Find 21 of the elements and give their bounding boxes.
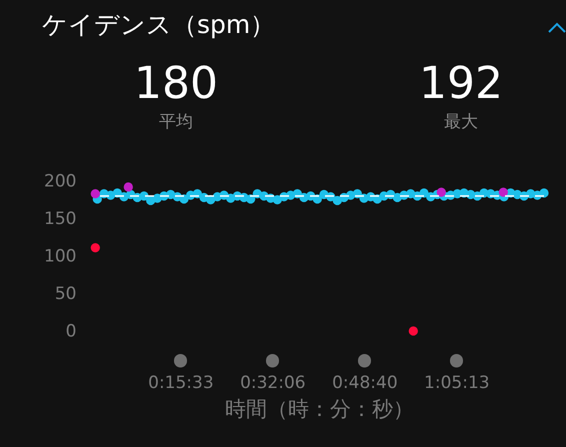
y-tick-label: 150	[44, 209, 76, 229]
point	[90, 189, 100, 198]
point	[124, 182, 133, 192]
x-tick-label: 0:32:06	[240, 373, 306, 393]
x-tick-label: 0:48:40	[332, 373, 398, 393]
point	[498, 188, 508, 197]
point	[90, 243, 100, 252]
text: 192	[419, 58, 503, 109]
point	[436, 188, 446, 197]
text: 180	[134, 58, 218, 109]
text: 最大	[444, 111, 478, 133]
chart-title: ケイデンス（spm）	[42, 9, 276, 41]
x-axis-title: 時間（時：分：秒）	[225, 397, 414, 421]
x-tick-label: 0:15:33	[148, 373, 214, 393]
y-tick-label: 100	[44, 246, 76, 266]
point	[408, 326, 418, 336]
y-tick-label: 200	[44, 172, 76, 192]
text: 平均	[159, 111, 193, 133]
y-tick-label: 0	[66, 322, 76, 342]
y-tick-label: 50	[54, 284, 76, 304]
x-tick-label: 1:05:13	[424, 373, 490, 393]
